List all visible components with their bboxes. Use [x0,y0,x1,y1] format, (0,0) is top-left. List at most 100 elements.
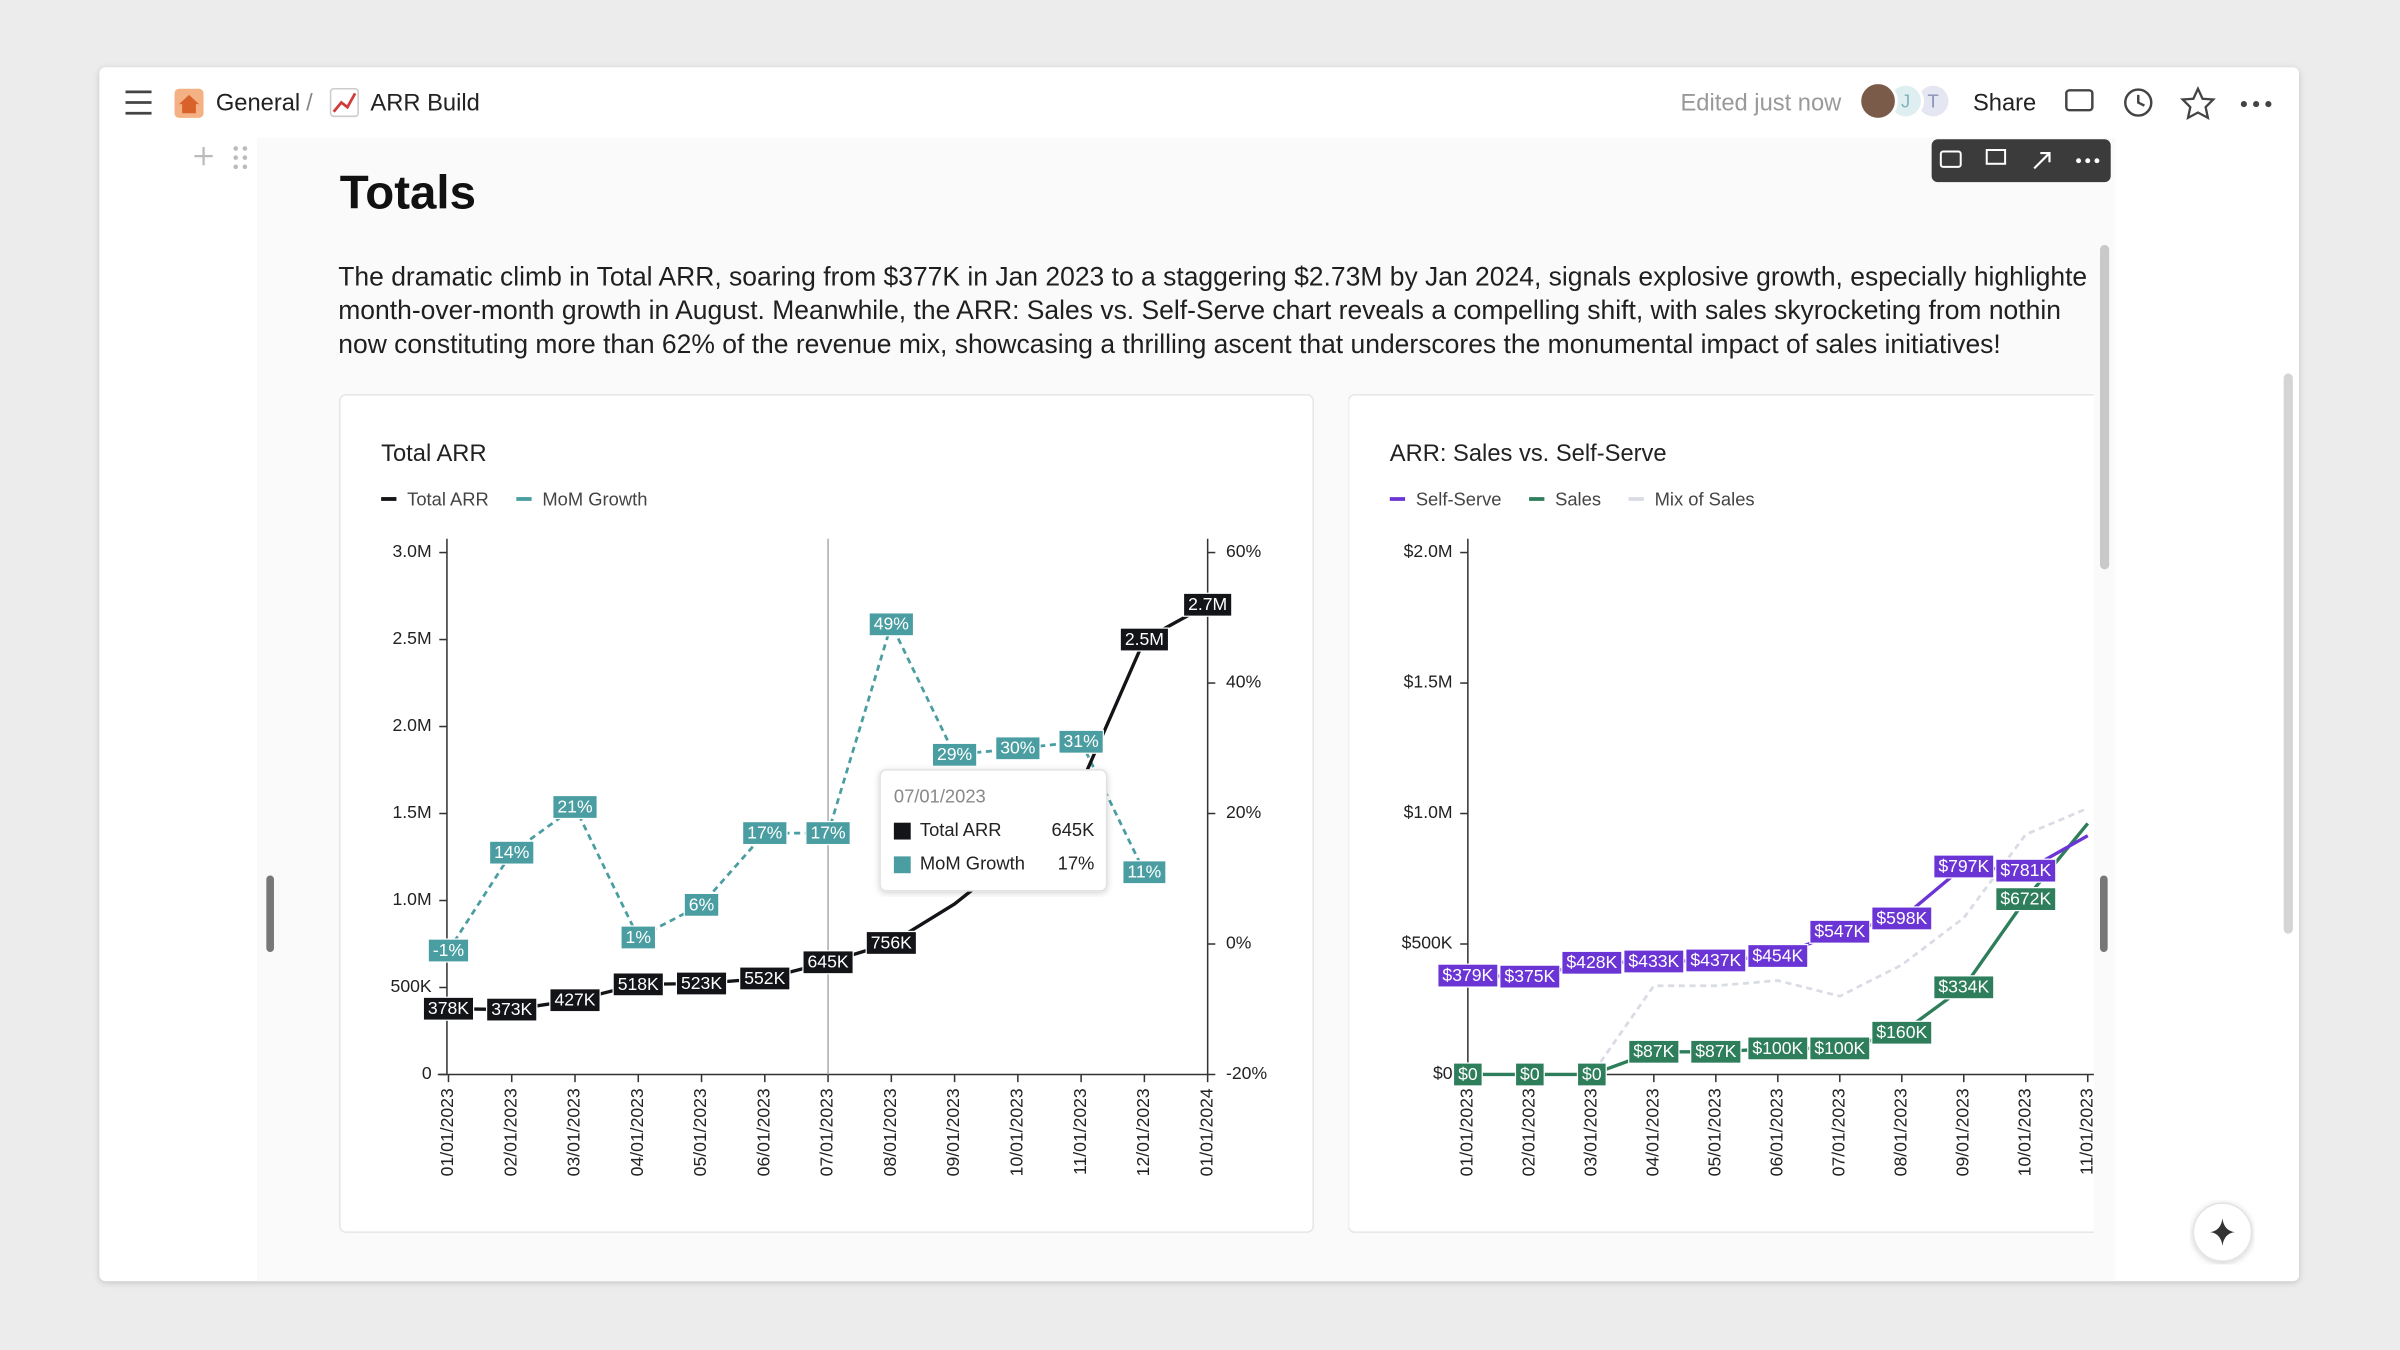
resize-handle[interactable] [2100,875,2108,953]
data-label: 17% [810,823,846,843]
scrollbar[interactable] [2283,373,2293,934]
data-label: $100K [1814,1038,1865,1058]
breadcrumb-item[interactable]: ARR Build [370,90,479,116]
x-tick-label: 01/01/2024 [1196,1088,1216,1176]
y-tick-label: $1.5M [1404,672,1453,692]
legend-label: Total ARR [407,488,489,509]
y-tick-label: 2.5M [393,628,432,648]
data-label-box [1452,1062,1483,1087]
avatar-initial: J [1901,90,1910,111]
x-tick-label: 08/01/2023 [1890,1088,1910,1176]
data-label-box [1182,592,1233,617]
favorite-icon[interactable] [2180,86,2216,121]
data-label: $87K [1633,1041,1674,1061]
paragraph-line: now constituting more than 62% of the re… [338,329,2001,359]
data-label-box [552,794,598,820]
data-label-box [741,821,788,846]
data-label-box [1119,627,1170,652]
data-label-box [739,966,791,991]
toolbar-present[interactable] [1985,149,2007,165]
comments-icon[interactable] [2065,89,2094,112]
data-label: $454K [1752,945,1803,965]
resize-handle[interactable] [266,875,274,953]
tooltip-box [879,769,1108,892]
more-button[interactable] [2240,101,2272,108]
menu-button[interactable] [125,90,152,115]
data-label-box [1871,906,1933,931]
toolbar-more[interactable] [2076,158,2100,164]
data-label-box [675,971,728,996]
breadcrumb-separator: / [306,90,313,116]
data-label: 14% [494,842,530,862]
dot [2085,158,2091,164]
data-label-box [868,612,915,637]
x-tick-label: 10/01/2023 [1007,1088,1027,1176]
data-label: 518K [618,974,659,994]
data-label: 552K [744,968,785,988]
data-label-box [802,950,854,975]
legend-label: MoM Growth [542,488,647,509]
data-label: 378K [428,998,469,1018]
data-label-box [1809,919,1871,944]
x-tick-label: 07/01/2023 [1828,1088,1848,1176]
data-label: 30% [1000,738,1036,758]
y-tick-label: 2.0M [393,715,432,735]
x-tick-label: 11/01/2023 [2076,1088,2096,1175]
scrollbar[interactable] [2100,244,2110,570]
data-label: 11% [1127,862,1161,882]
data-label: $379K [1442,965,1493,985]
block-toolbar [1931,139,2111,183]
y-tick-label: 1.0M [393,889,432,909]
toolbar-open[interactable] [2033,151,2051,170]
y-tick-label: $2.0M [1404,541,1453,561]
dot [2240,101,2247,108]
x-tick-label: 03/01/2023 [564,1088,584,1176]
data-label: 373K [491,999,532,1019]
history-icon[interactable] [2124,88,2153,117]
data-label-box [1995,858,2057,883]
avatar-photo [1858,81,1898,121]
x-tick-label: 07/01/2023 [817,1088,837,1176]
data-label-box [620,925,657,950]
paragraph: The dramatic climb in Total ARR, soaring… [338,262,2087,359]
data-label: $547K [1814,921,1865,941]
data-label-box [865,930,918,956]
y-tick-label: 0 [422,1063,432,1083]
y2-tick-label: 60% [1226,541,1262,561]
y2-tick-label: 40% [1226,672,1262,692]
x-tick-label: 02/01/2023 [1519,1088,1539,1176]
add-block[interactable] [194,146,213,166]
data-label: $672K [2000,889,2051,909]
x-tick-label: 11/01/2023 [1070,1088,1090,1175]
dot [2265,101,2272,108]
data-label-box [1685,948,1747,973]
x-tick-label: 06/01/2023 [753,1088,773,1176]
tooltip: 07/01/2023 Total ARR 645K MoM Growth 17% [879,769,1108,892]
data-label: $0 [1582,1064,1602,1084]
tooltip-value: 17% [1058,853,1095,874]
series-line [1467,807,2089,1076]
data-label-box [931,742,978,767]
data-label: $598K [1876,908,1927,928]
dot [242,146,248,151]
x-tick-label: 06/01/2023 [1766,1088,1786,1176]
data-label: 2.5M [1125,629,1164,649]
x-tick-label: 05/01/2023 [690,1088,710,1176]
share-button[interactable]: Share [1973,90,2036,116]
data-label: 523K [681,973,722,993]
dot [2094,158,2100,164]
y2-tick-label: 20% [1226,802,1262,822]
x-tick-label: 08/01/2023 [880,1088,900,1176]
data-label-box [1995,887,2057,912]
data-label-box [1690,1039,1742,1064]
data-label: $375K [1504,966,1555,986]
edit-status: Edited just now [1680,90,1842,116]
drag-handle[interactable] [233,146,248,170]
data-label: $100K [1752,1038,1803,1058]
y-tick-label: $1.0M [1404,802,1453,822]
breadcrumb-item[interactable]: General [216,90,300,116]
y-tick-label: $0 [1433,1063,1453,1083]
data-label-box [549,988,601,1013]
toolbar-comment[interactable] [1939,150,1962,168]
